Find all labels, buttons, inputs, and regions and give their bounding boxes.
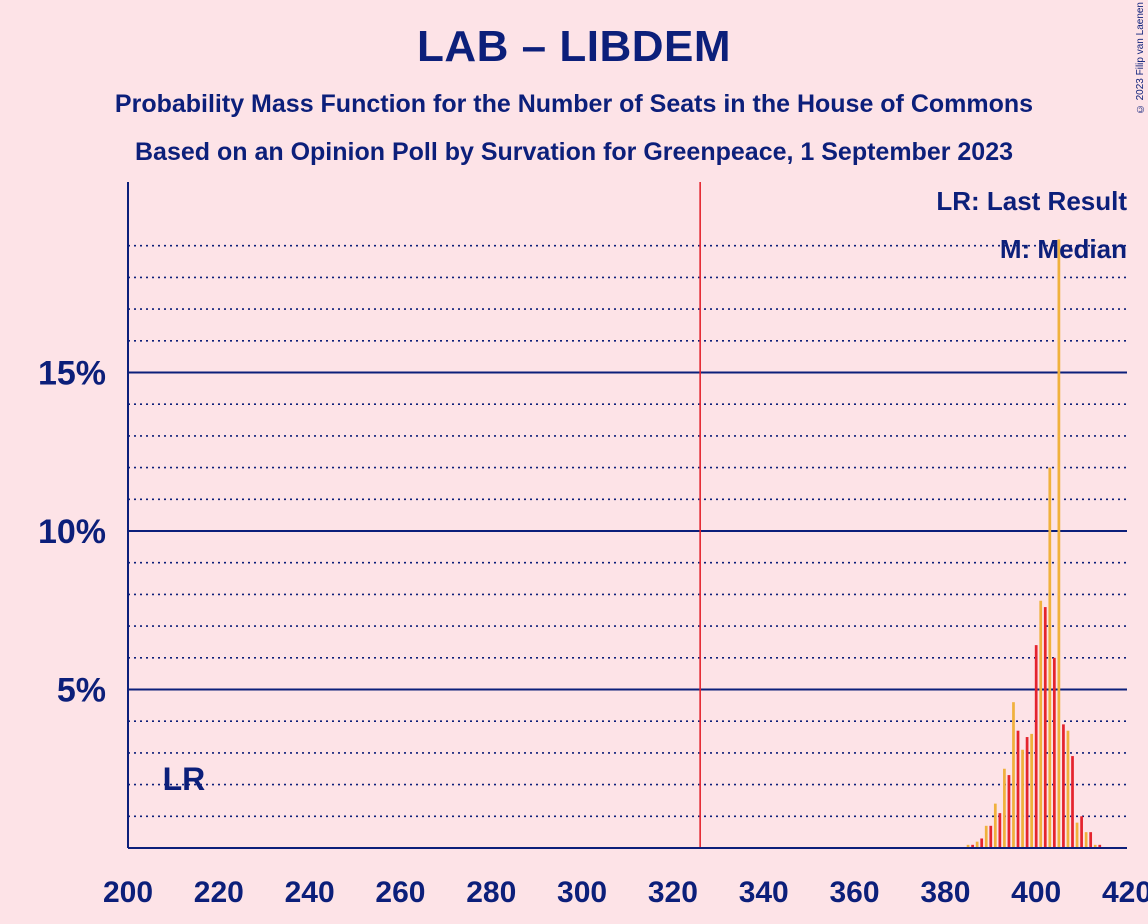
bar (975, 841, 979, 848)
x-tick-label: 380 (920, 876, 970, 909)
x-tick-label: 420 (1102, 876, 1148, 909)
chart-title: LAB – LIBDEM (417, 22, 731, 71)
bar (1098, 844, 1102, 848)
bar (1016, 730, 1020, 848)
bar (1052, 657, 1056, 848)
bar (1003, 768, 1006, 848)
bar (993, 803, 997, 848)
x-tick-label: 240 (285, 876, 335, 909)
bar (1080, 816, 1083, 848)
bar (1025, 737, 1029, 848)
bar (1084, 832, 1088, 848)
bar (980, 838, 984, 848)
bar (966, 844, 970, 848)
bar (1075, 822, 1079, 848)
bar (1089, 832, 1093, 848)
bar (984, 825, 988, 848)
x-tick-label: 260 (375, 876, 425, 909)
x-tick-label: 220 (194, 876, 244, 909)
bar (1030, 733, 1034, 848)
chart-subtitle-1: Probability Mass Function for the Number… (114, 90, 1034, 118)
tick-labels: 200 220 240 260 280 300 320 340 360 380 400 420 5% 10… (38, 355, 1148, 910)
axes (127, 182, 1127, 849)
bar (1062, 724, 1065, 848)
x-tick-label: 200 (103, 876, 153, 909)
bar (989, 825, 993, 848)
x-tick-label: 300 (557, 876, 607, 909)
x-tick-label: 360 (830, 876, 880, 909)
legend-last-result: LR: Last Result (936, 186, 1127, 216)
bar (1021, 749, 1024, 848)
bar (1066, 730, 1070, 848)
y-tick-label: 10% (38, 513, 106, 551)
last-result-marker: LR (163, 761, 206, 797)
bars (966, 239, 1102, 849)
grid-lines (128, 244, 1127, 818)
bar (1093, 844, 1097, 848)
bar (1034, 645, 1038, 848)
x-tick-label: 280 (466, 876, 516, 909)
x-tick-label: 400 (1011, 876, 1061, 909)
y-tick-label: 15% (38, 355, 106, 393)
legend-median: M: Median (1000, 234, 1127, 264)
x-tick-label: 320 (648, 876, 698, 909)
bar (998, 813, 1002, 848)
bar (1007, 775, 1011, 848)
bar (971, 844, 974, 848)
bar (1043, 607, 1047, 848)
bar (1048, 467, 1052, 848)
y-tick-label: 5% (57, 672, 106, 710)
bar (1039, 600, 1043, 848)
bar (1071, 756, 1074, 848)
bar (1012, 702, 1015, 848)
bar (1057, 239, 1061, 849)
chart-subtitle-2: Based on an Opinion Poll by Survation fo… (134, 138, 1014, 166)
x-tick-label: 340 (739, 876, 789, 909)
